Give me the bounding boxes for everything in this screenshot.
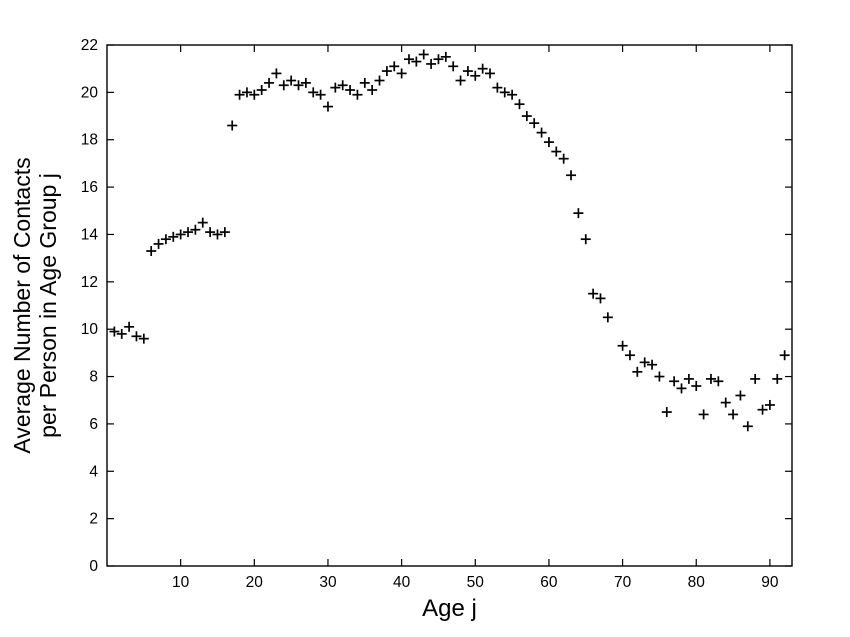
y-tick-label: 0 [89,558,98,575]
x-tick-label: 30 [319,574,337,591]
y-tick-label: 16 [81,179,98,196]
y-tick-label: 20 [81,84,99,101]
x-tick-label: 10 [172,574,190,591]
y-axis-label-line: per Person in Age Group j [35,173,61,438]
x-tick-label: 40 [393,574,411,591]
x-tick-label: 60 [540,574,558,591]
y-tick-label: 18 [81,132,98,149]
y-tick-label: 22 [81,37,98,54]
y-tick-label: 8 [89,369,98,386]
y-tick-label: 2 [89,511,98,528]
y-tick-label: 6 [89,416,98,433]
plot-box [106,44,793,567]
y-tick-label: 10 [81,321,99,338]
x-tick-label: 80 [688,574,706,591]
x-tick-label: 20 [246,574,264,591]
x-tick-label: 50 [467,574,485,591]
y-tick-label: 4 [89,463,98,480]
x-tick-label: 70 [614,574,632,591]
y-tick-label: 12 [81,274,98,291]
x-tick-label: 90 [761,574,779,591]
y-tick-label: 14 [81,226,99,243]
y-axis-label-line: Average Number of Contacts [9,157,35,453]
x-axis-label: Age j [422,595,477,622]
